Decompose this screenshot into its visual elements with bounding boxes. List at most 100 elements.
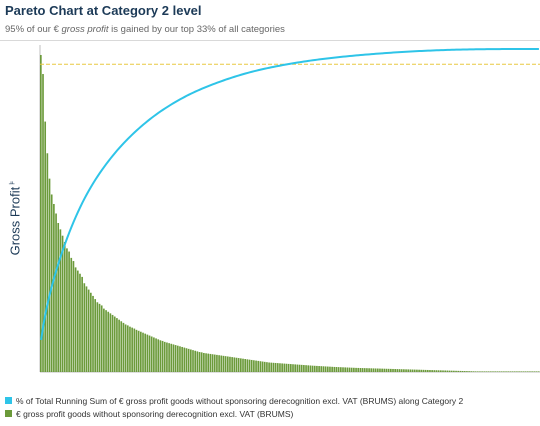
bar[interactable]	[144, 333, 147, 372]
bar[interactable]	[357, 367, 360, 372]
bar[interactable]	[326, 366, 329, 372]
bar[interactable]	[298, 364, 301, 372]
bar[interactable]	[192, 350, 194, 372]
bar[interactable]	[53, 203, 55, 372]
bar[interactable]	[292, 364, 294, 372]
bar[interactable]	[379, 368, 381, 372]
bar[interactable]	[72, 261, 75, 372]
bar[interactable]	[422, 369, 425, 372]
bar[interactable]	[385, 368, 388, 372]
bar[interactable]	[450, 370, 453, 372]
bar[interactable]	[233, 357, 236, 372]
bar[interactable]	[311, 365, 314, 372]
bar[interactable]	[361, 368, 364, 372]
bar[interactable]	[420, 369, 423, 372]
bar[interactable]	[279, 363, 281, 372]
bar[interactable]	[266, 362, 268, 372]
bar[interactable]	[376, 368, 379, 372]
bar[interactable]	[340, 367, 342, 372]
bar[interactable]	[113, 316, 116, 372]
bar[interactable]	[270, 362, 273, 372]
bar[interactable]	[346, 367, 349, 373]
bar[interactable]	[535, 371, 538, 372]
bar[interactable]	[381, 368, 383, 372]
bar[interactable]	[363, 368, 366, 372]
bar[interactable]	[244, 359, 247, 372]
bar[interactable]	[63, 242, 66, 372]
bar[interactable]	[100, 305, 103, 372]
bar[interactable]	[513, 371, 516, 372]
bar[interactable]	[531, 371, 533, 372]
bar[interactable]	[109, 313, 112, 372]
bar[interactable]	[231, 357, 233, 372]
bar[interactable]	[342, 367, 344, 372]
bar[interactable]	[107, 311, 110, 372]
bar[interactable]	[413, 369, 416, 372]
bar[interactable]	[246, 359, 249, 372]
bar[interactable]	[533, 371, 536, 372]
bar[interactable]	[296, 364, 299, 372]
bar[interactable]	[196, 351, 199, 372]
bar[interactable]	[403, 369, 405, 372]
bar[interactable]	[276, 363, 279, 372]
bar[interactable]	[168, 343, 170, 372]
bar[interactable]	[442, 370, 444, 372]
bar[interactable]	[526, 371, 529, 372]
bar[interactable]	[387, 368, 390, 372]
bar[interactable]	[337, 367, 340, 372]
bar[interactable]	[44, 121, 47, 372]
bar[interactable]	[229, 356, 231, 372]
bar[interactable]	[518, 371, 520, 372]
bar[interactable]	[163, 341, 166, 372]
bar[interactable]	[146, 334, 149, 372]
bar[interactable]	[476, 371, 479, 372]
bar[interactable]	[324, 366, 327, 372]
bar[interactable]	[40, 55, 42, 372]
bar[interactable]	[85, 286, 88, 372]
bar[interactable]	[507, 371, 510, 372]
bar[interactable]	[348, 367, 351, 372]
bar[interactable]	[429, 370, 431, 372]
bar[interactable]	[368, 368, 370, 372]
bar[interactable]	[135, 329, 138, 372]
bar[interactable]	[426, 369, 429, 372]
bar[interactable]	[424, 369, 427, 372]
bar[interactable]	[370, 368, 373, 372]
bar[interactable]	[124, 324, 127, 372]
bar[interactable]	[61, 235, 64, 372]
bar[interactable]	[87, 289, 90, 372]
bar[interactable]	[520, 371, 523, 372]
bar[interactable]	[83, 283, 86, 372]
bar[interactable]	[79, 273, 81, 372]
bar[interactable]	[313, 365, 316, 372]
bar[interactable]	[179, 346, 181, 372]
bar[interactable]	[129, 326, 131, 372]
bar[interactable]	[57, 223, 60, 372]
bar[interactable]	[81, 276, 83, 372]
bar[interactable]	[537, 371, 540, 372]
bar[interactable]	[350, 367, 353, 372]
bar[interactable]	[466, 371, 468, 372]
bar[interactable]	[203, 352, 205, 372]
bar[interactable]	[390, 368, 392, 372]
bar[interactable]	[126, 325, 129, 372]
bar[interactable]	[396, 369, 399, 372]
bar[interactable]	[394, 369, 397, 372]
bar[interactable]	[255, 360, 257, 372]
bar[interactable]	[490, 371, 492, 372]
bar[interactable]	[335, 367, 338, 372]
bar[interactable]	[303, 365, 305, 372]
bar[interactable]	[224, 356, 227, 372]
bar[interactable]	[455, 370, 457, 372]
bar[interactable]	[150, 336, 153, 373]
bar[interactable]	[122, 322, 125, 372]
bar[interactable]	[453, 370, 455, 372]
bar[interactable]	[281, 363, 283, 372]
bar[interactable]	[400, 369, 403, 372]
bar[interactable]	[416, 369, 418, 372]
bar[interactable]	[98, 303, 101, 373]
bar[interactable]	[120, 321, 123, 372]
bar[interactable]	[320, 366, 323, 372]
bar[interactable]	[305, 365, 307, 372]
bar[interactable]	[76, 270, 79, 372]
